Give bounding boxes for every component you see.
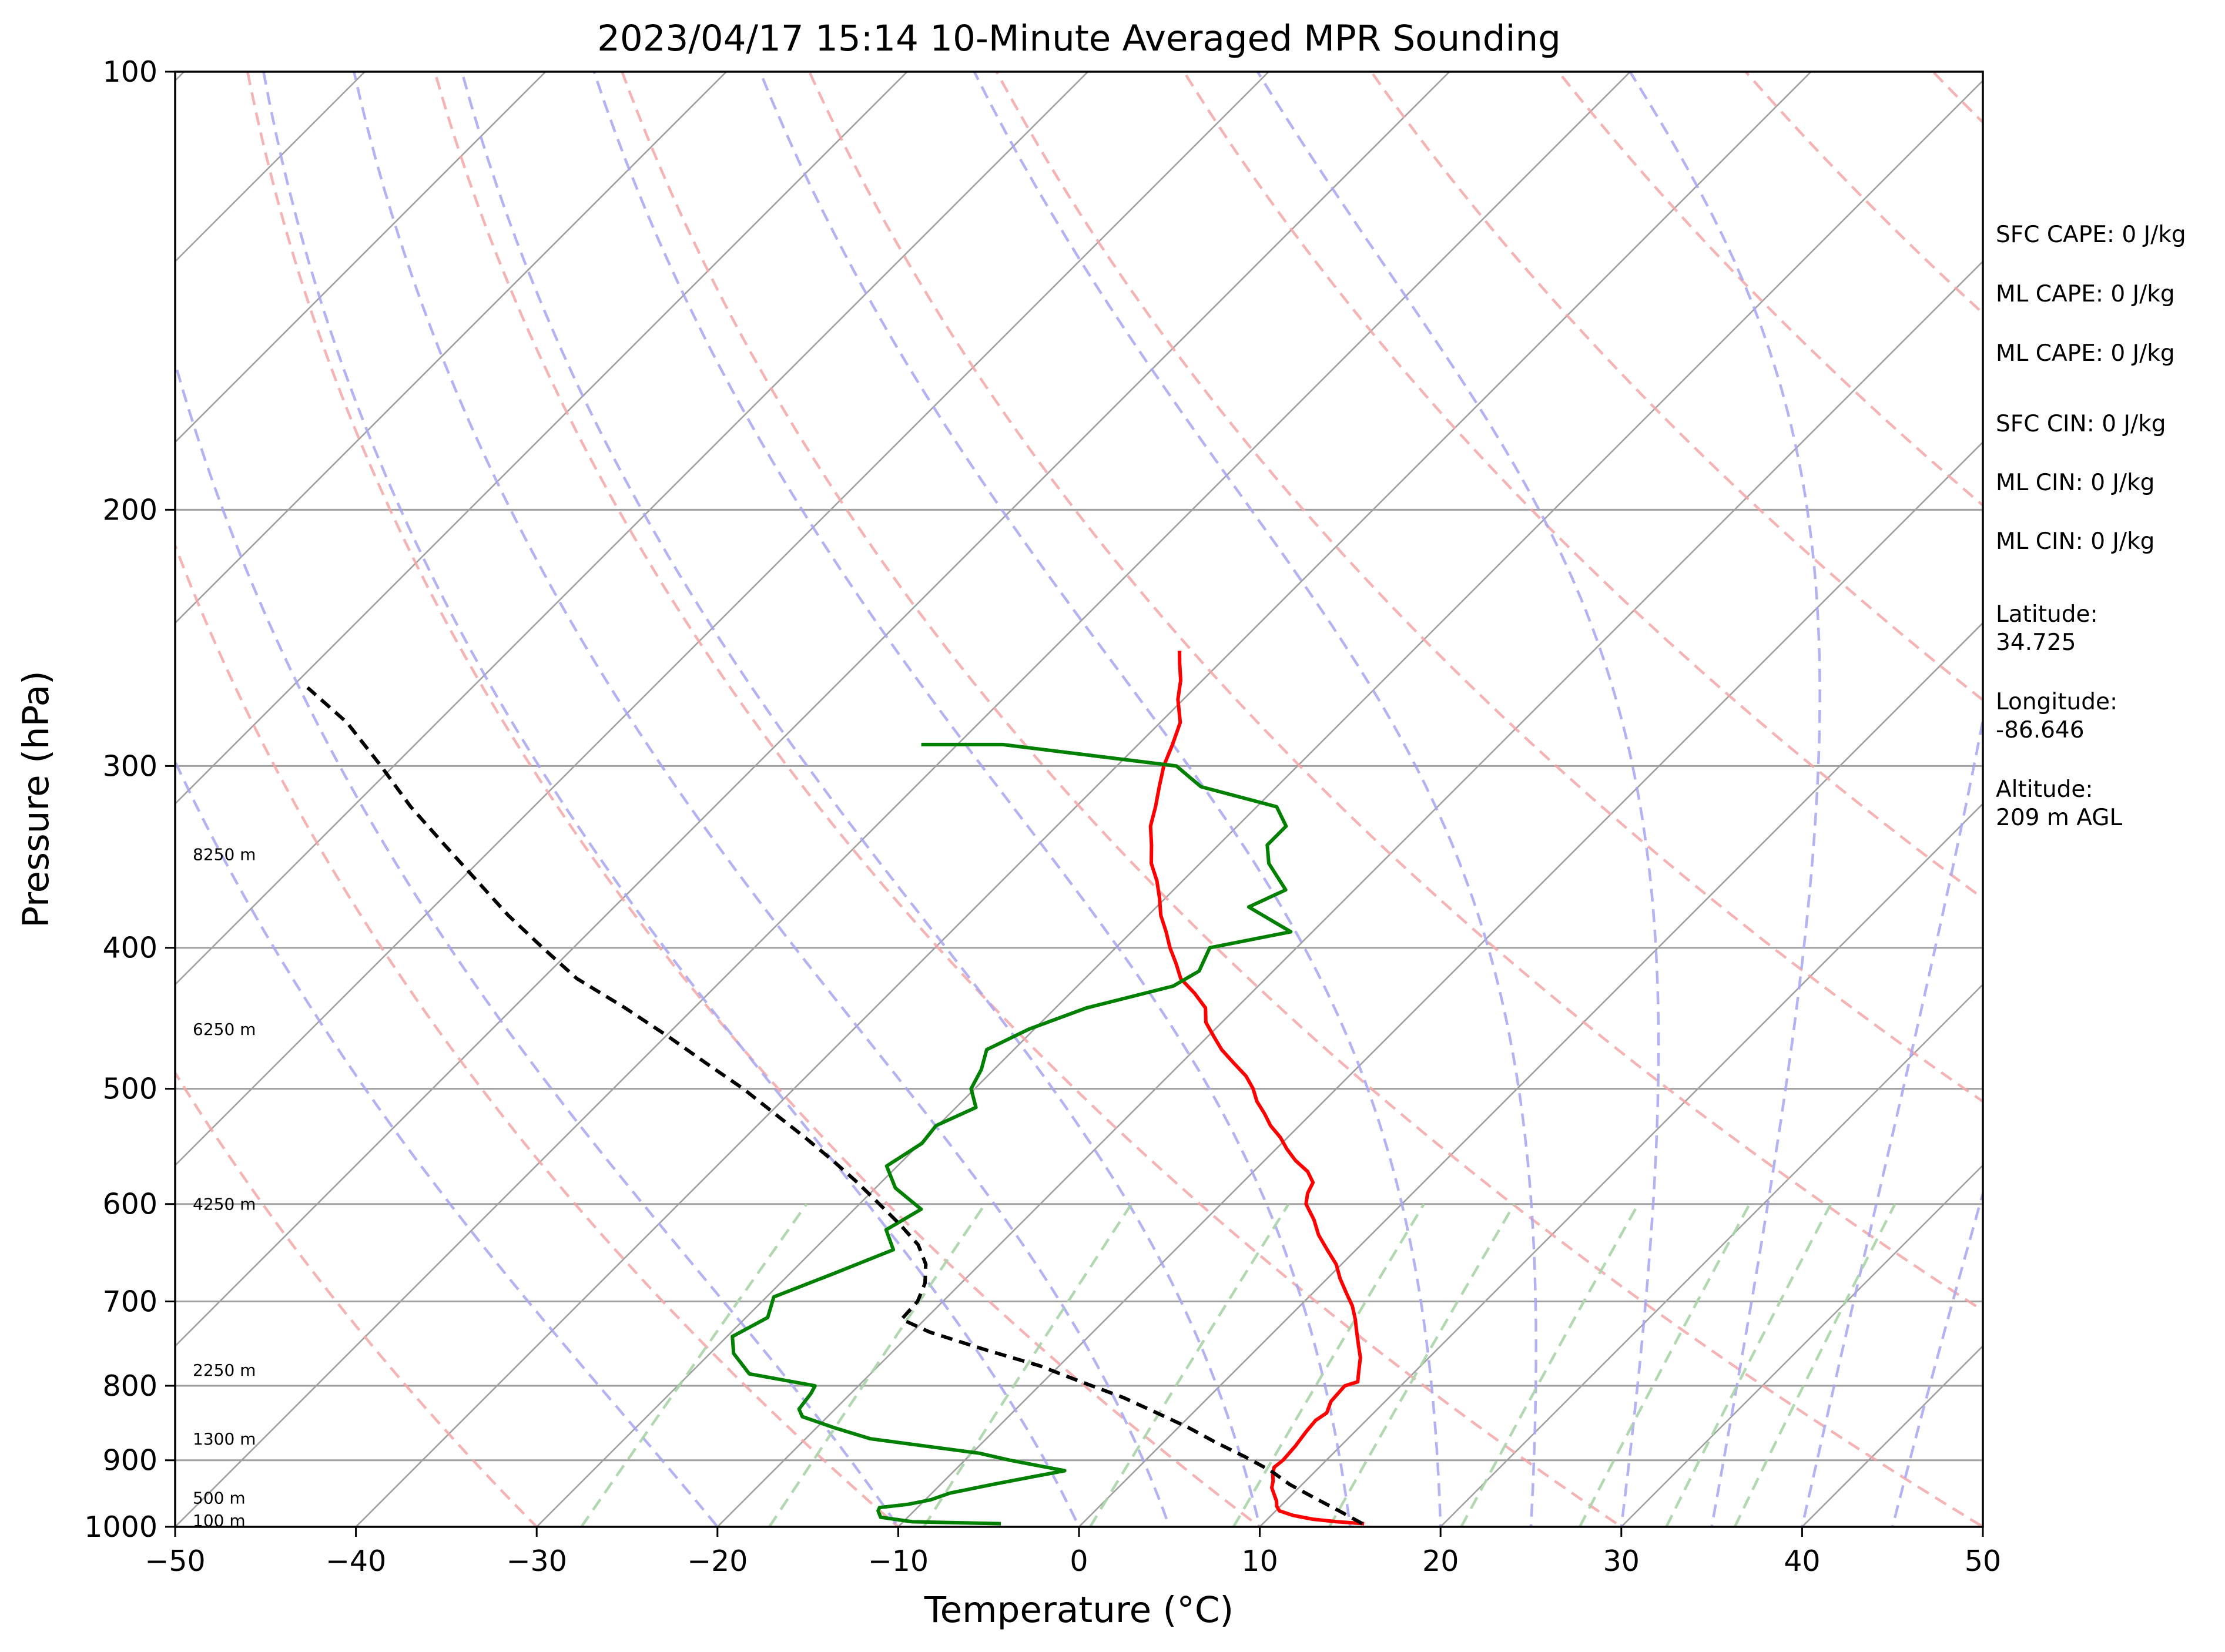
stat-ml-cin-2: ML CIN: 0 J/kg xyxy=(1996,528,2154,555)
chart-title: 2023/04/17 15:14 10-Minute Averaged MPR … xyxy=(597,18,1561,59)
height-label: 1300 m xyxy=(193,1429,256,1449)
stat-sfc-cape: SFC CAPE: 0 J/kg xyxy=(1996,222,2186,248)
stat-ml-cape-2: ML CAPE: 0 J/kg xyxy=(1996,340,2175,367)
y-tick-label: 100 xyxy=(102,55,158,89)
x-tick-label: −10 xyxy=(868,1544,929,1578)
y-tick-label: 300 xyxy=(102,749,158,783)
y-tick-label: 800 xyxy=(102,1369,158,1403)
altitude-value: 209 m AGL xyxy=(1996,805,2122,831)
stat-sfc-cin: SFC CIN: 0 J/kg xyxy=(1996,411,2166,437)
x-axis-title: Temperature (°C) xyxy=(924,1589,1234,1631)
altitude-label: Altitude: xyxy=(1996,776,2093,803)
height-label: 500 m xyxy=(193,1488,246,1507)
x-tick-label: 30 xyxy=(1603,1544,1640,1578)
y-tick-label: 700 xyxy=(102,1285,158,1318)
height-label: 6250 m xyxy=(193,1020,256,1039)
x-tick-label: −40 xyxy=(326,1544,386,1578)
longitude-label: Longitude: xyxy=(1996,689,2117,715)
longitude-value: -86.646 xyxy=(1996,717,2085,743)
x-tick-label: −50 xyxy=(145,1544,205,1578)
latitude-label: Latitude: xyxy=(1996,601,2098,628)
x-tick-label: 10 xyxy=(1241,1544,1278,1578)
y-tick-label: 400 xyxy=(102,931,158,965)
height-label: 8250 m xyxy=(193,845,256,864)
x-tick-label: 40 xyxy=(1784,1544,1820,1578)
x-tick-label: 20 xyxy=(1422,1544,1459,1578)
y-tick-label: 900 xyxy=(102,1444,158,1477)
latitude-value: 34.725 xyxy=(1996,629,2076,656)
height-label: 4250 m xyxy=(193,1195,256,1214)
stat-ml-cin: ML CIN: 0 J/kg xyxy=(1996,470,2154,496)
x-tick-label: 0 xyxy=(1070,1544,1088,1578)
y-tick-label: 200 xyxy=(102,493,158,527)
x-tick-label: −30 xyxy=(506,1544,567,1578)
stat-ml-cape: ML CAPE: 0 J/kg xyxy=(1996,281,2175,307)
y-tick-label: 1000 xyxy=(84,1510,158,1544)
y-axis-title: Pressure (hPa) xyxy=(15,671,57,928)
x-tick-label: 50 xyxy=(1965,1544,2001,1578)
x-tick-label: −20 xyxy=(687,1544,748,1578)
y-tick-label: 500 xyxy=(102,1073,158,1106)
y-tick-label: 600 xyxy=(102,1188,158,1221)
height-label: 2250 m xyxy=(193,1361,256,1380)
